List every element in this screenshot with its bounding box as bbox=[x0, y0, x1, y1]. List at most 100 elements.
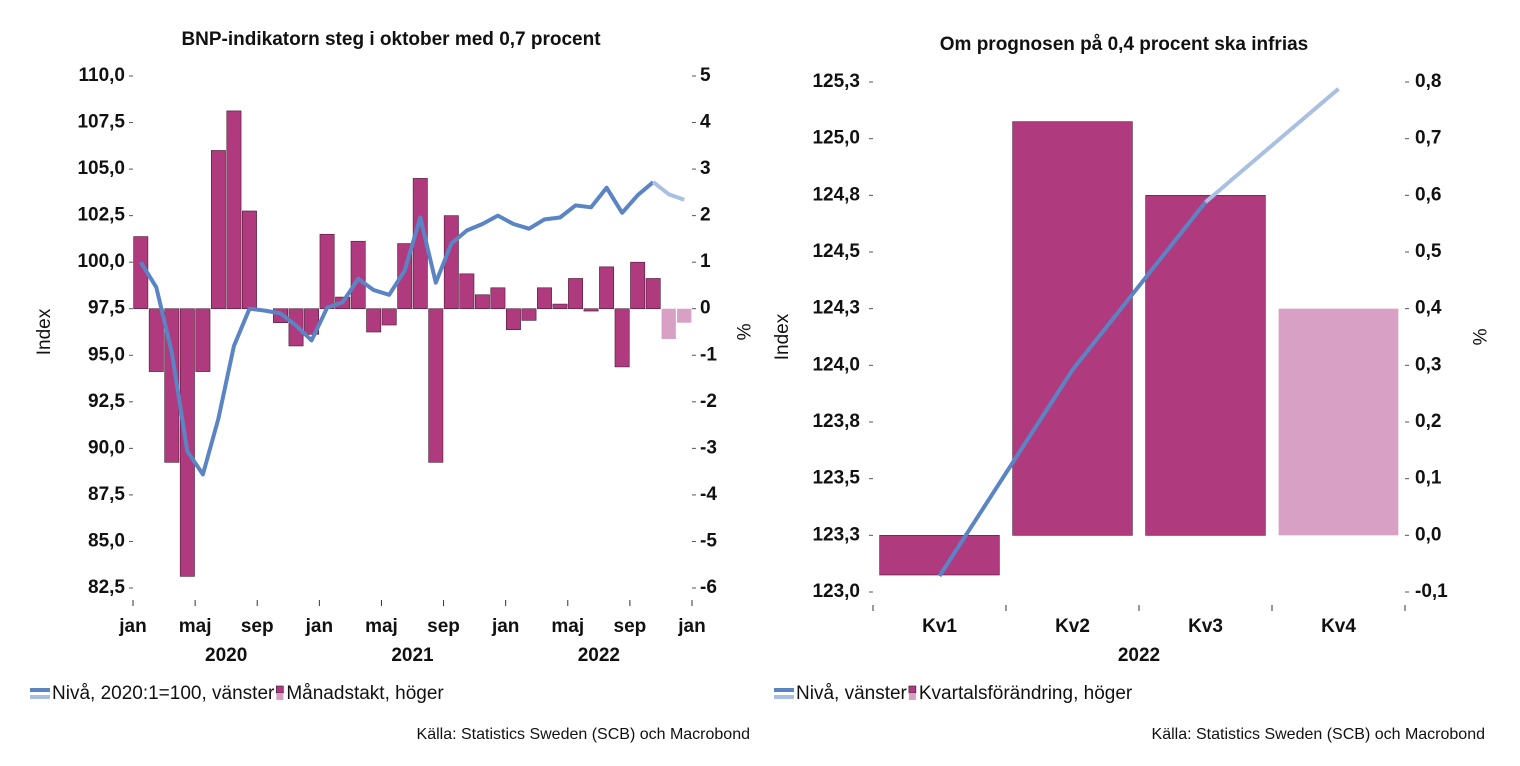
bar bbox=[505, 308, 521, 330]
y-tick-label: 123,3 bbox=[812, 524, 860, 545]
bar bbox=[242, 210, 257, 310]
y2-tick-label: -6 bbox=[700, 577, 717, 598]
x-tick-label: Kv4 bbox=[1321, 616, 1356, 637]
y2-tick-label: 4 bbox=[700, 112, 711, 133]
y-tick-label: 82,5 bbox=[88, 577, 125, 598]
y2-tick-label: 0,1 bbox=[1415, 468, 1442, 489]
y2-tick-label: 0,0 bbox=[1415, 524, 1441, 545]
y2-tick-label: -2 bbox=[700, 391, 717, 412]
bar bbox=[568, 278, 583, 310]
x-tick-label: jan bbox=[677, 616, 705, 637]
bar bbox=[226, 110, 242, 310]
y-tick-label: 110,0 bbox=[79, 65, 126, 86]
bar bbox=[459, 273, 475, 310]
bar bbox=[583, 308, 599, 312]
y2-tick-label: 0,8 bbox=[1415, 71, 1441, 92]
y-tick-label: 102,5 bbox=[77, 205, 125, 226]
bar bbox=[521, 308, 537, 321]
y2-axis-label: % bbox=[1468, 329, 1489, 346]
y-tick-label: 105,0 bbox=[77, 158, 125, 179]
y2-axis-label: % bbox=[732, 324, 753, 341]
y-tick-label: 123,8 bbox=[812, 411, 860, 432]
x-tick-label: sep bbox=[241, 616, 274, 637]
x-group-label: 2022 bbox=[578, 645, 620, 666]
y-tick-label: 124,5 bbox=[812, 241, 860, 262]
y2-tick-label: -5 bbox=[700, 530, 717, 551]
x-group-label: 2021 bbox=[391, 645, 434, 666]
y2-tick-label: 3 bbox=[700, 158, 711, 179]
source: Källa: Statistics Sweden (SCB) och Macro… bbox=[1152, 726, 1485, 743]
bar bbox=[1012, 121, 1133, 536]
bar bbox=[381, 308, 397, 326]
y-tick-label: 124,0 bbox=[812, 354, 860, 375]
chart: Om prognosen på 0,4 procent ska infrias 1… bbox=[772, 34, 1489, 743]
bar bbox=[630, 261, 646, 310]
bar bbox=[677, 308, 692, 323]
y-tick-label: 85,0 bbox=[88, 530, 125, 551]
y2-tick-label: -3 bbox=[700, 437, 717, 458]
chart-title: BNP-indikatorn steg i oktober med 0,7 pr… bbox=[181, 29, 601, 50]
line bbox=[937, 200, 1208, 578]
y-tick-label: 90,0 bbox=[88, 437, 125, 458]
y2-tick-label: 0,6 bbox=[1415, 184, 1441, 205]
legend-swatch bbox=[908, 693, 916, 700]
x-tick-label: jan bbox=[118, 616, 146, 637]
y2-tick-label: 5 bbox=[700, 65, 711, 86]
x-tick-label: Kv2 bbox=[1055, 616, 1090, 637]
y2-tick-label: 0,7 bbox=[1415, 128, 1441, 149]
bar bbox=[210, 150, 226, 310]
bar bbox=[537, 287, 552, 310]
y-tick-label: 125,0 bbox=[812, 128, 860, 149]
x-tick-label: sep bbox=[427, 616, 460, 637]
y-tick-label: 87,5 bbox=[88, 484, 125, 505]
line bbox=[651, 180, 685, 202]
y-tick-label: 95,0 bbox=[88, 344, 125, 365]
line bbox=[1204, 87, 1340, 204]
bar bbox=[319, 233, 335, 310]
y2-tick-label: 0,5 bbox=[1415, 241, 1442, 262]
y2-tick-label: -1 bbox=[700, 344, 717, 365]
y-axis-label: Index bbox=[34, 308, 55, 355]
y2-tick-label: 2 bbox=[700, 205, 711, 226]
x-tick-label: jan bbox=[491, 616, 519, 637]
bar bbox=[474, 294, 490, 310]
y-tick-label: 125,3 bbox=[812, 71, 860, 92]
y2-tick-label: -0,1 bbox=[1415, 581, 1448, 602]
y-tick-label: 107,5 bbox=[77, 112, 125, 133]
x-tick-label: maj bbox=[179, 616, 212, 637]
bar bbox=[443, 215, 459, 310]
source: Källa: Statistics Sweden (SCB) och Macro… bbox=[417, 726, 750, 743]
y-tick-label: 124,8 bbox=[812, 184, 860, 205]
y-tick-label: 100,0 bbox=[77, 251, 125, 272]
y-tick-label: 92,5 bbox=[88, 391, 125, 412]
bar bbox=[1145, 195, 1266, 536]
legend-label: Kvartalsförändring, höger bbox=[919, 683, 1133, 704]
x-tick-label: Kv1 bbox=[922, 616, 957, 637]
y-tick-label: 123,0 bbox=[812, 581, 860, 602]
bar bbox=[552, 303, 568, 310]
bar bbox=[490, 287, 506, 310]
bar bbox=[350, 240, 366, 310]
x-tick-label: maj bbox=[365, 616, 398, 637]
x-tick-label: Kv3 bbox=[1188, 616, 1223, 637]
bar bbox=[148, 308, 164, 372]
y2-tick-label: 1 bbox=[700, 251, 711, 272]
bar bbox=[661, 308, 676, 339]
y2-tick-label: 0,3 bbox=[1415, 354, 1441, 375]
x-tick-label: jan bbox=[305, 616, 333, 637]
line bbox=[139, 180, 655, 477]
chart-title: Om prognosen på 0,4 procent ska infrias bbox=[940, 34, 1309, 55]
y-tick-label: 123,5 bbox=[812, 468, 860, 489]
legend-swatch bbox=[276, 693, 284, 700]
legend-label: Nivå, vänster bbox=[796, 683, 908, 704]
bar bbox=[428, 308, 444, 463]
legend-swatch bbox=[276, 685, 284, 694]
y2-tick-label: 0,4 bbox=[1415, 298, 1442, 319]
legend-label: Månadstakt, höger bbox=[286, 683, 444, 704]
y2-tick-label: 0 bbox=[700, 298, 711, 319]
bar bbox=[879, 535, 1000, 576]
bar bbox=[195, 308, 211, 372]
x-tick-label: sep bbox=[614, 616, 647, 637]
bar bbox=[366, 308, 382, 333]
